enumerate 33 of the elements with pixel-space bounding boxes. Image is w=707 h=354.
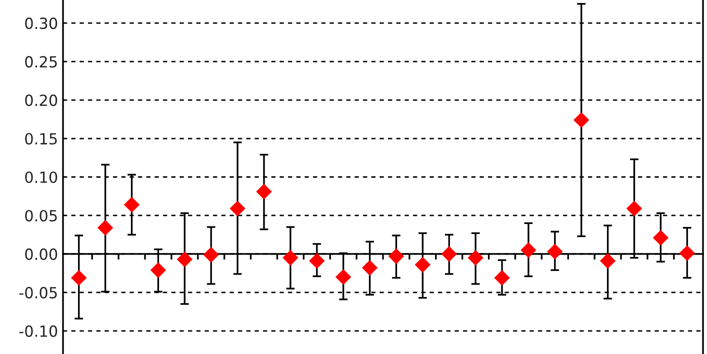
y-tick-label: 0.10 bbox=[25, 171, 58, 184]
point bbox=[680, 246, 695, 261]
point bbox=[468, 250, 484, 266]
point bbox=[442, 246, 457, 262]
point bbox=[177, 252, 192, 267]
y-tick-label: 0.15 bbox=[25, 132, 57, 145]
point bbox=[282, 250, 298, 266]
point bbox=[256, 184, 272, 200]
y-tick-label: 0.00 bbox=[25, 248, 58, 260]
y-tick-label: -0.10 bbox=[19, 325, 58, 337]
point bbox=[547, 244, 562, 260]
point bbox=[230, 200, 246, 216]
point bbox=[309, 253, 324, 268]
y-tick-label: 0.20 bbox=[25, 94, 58, 106]
point bbox=[415, 257, 430, 272]
y-tick-label: 0.05 bbox=[25, 210, 57, 222]
point bbox=[98, 220, 113, 236]
y-tick-label: 0.25 bbox=[25, 56, 57, 68]
point bbox=[71, 270, 86, 286]
y-tick-label: -0.05 bbox=[19, 286, 57, 298]
point bbox=[600, 253, 616, 268]
point bbox=[653, 230, 668, 246]
point bbox=[124, 197, 140, 212]
point bbox=[362, 260, 378, 276]
point bbox=[520, 242, 536, 258]
point bbox=[626, 200, 642, 216]
point bbox=[574, 112, 589, 128]
point bbox=[150, 262, 166, 278]
point bbox=[494, 270, 510, 286]
y-tick-label: 0.30 bbox=[25, 18, 58, 30]
point bbox=[388, 248, 404, 264]
point bbox=[204, 247, 219, 262]
point bbox=[336, 269, 351, 285]
